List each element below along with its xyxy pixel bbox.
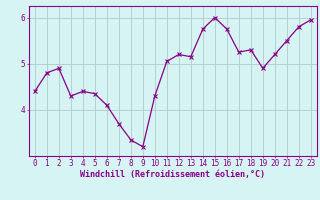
X-axis label: Windchill (Refroidissement éolien,°C): Windchill (Refroidissement éolien,°C) <box>80 170 265 179</box>
